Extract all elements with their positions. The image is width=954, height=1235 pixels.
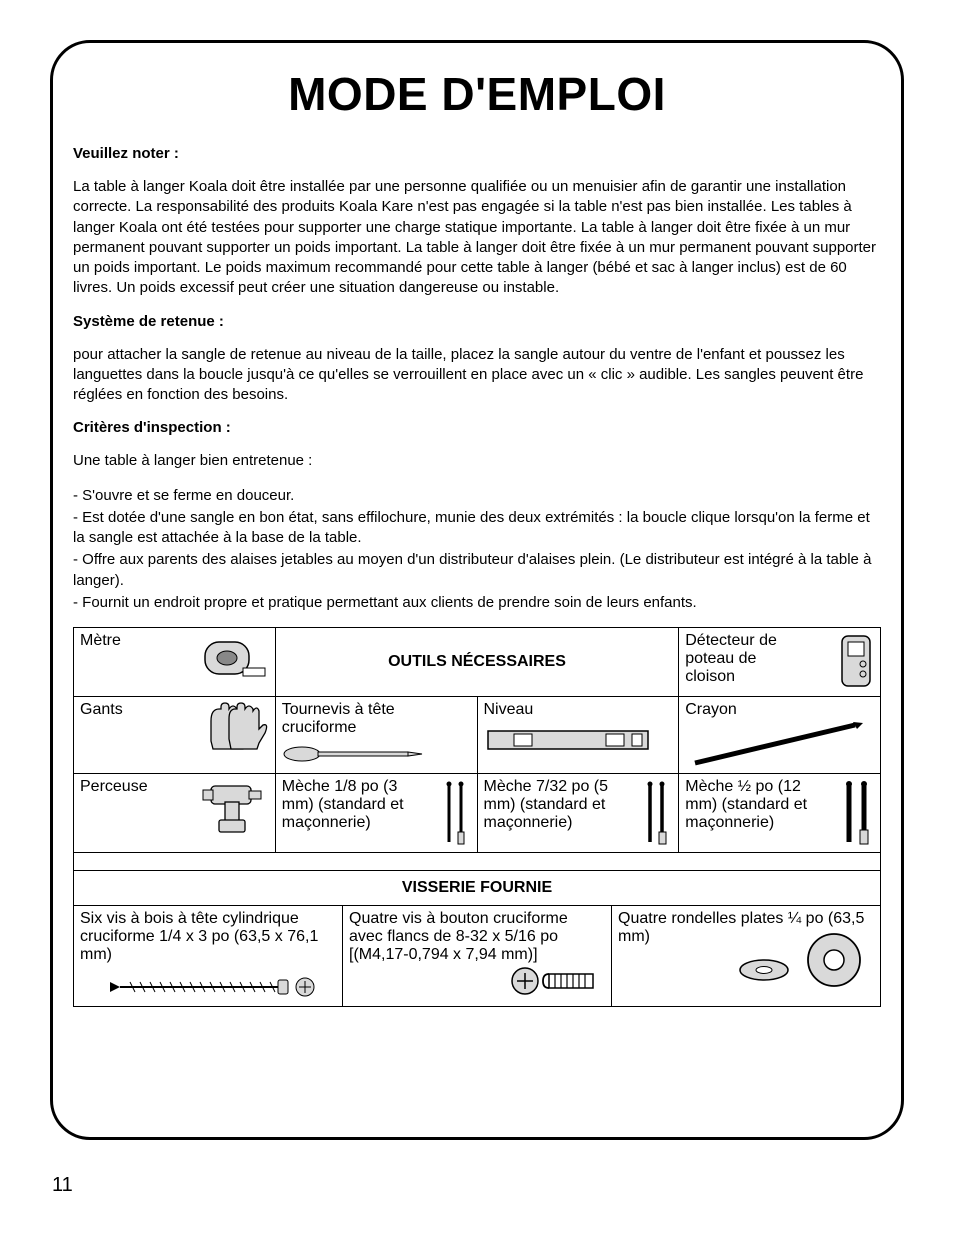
drill-icon (199, 778, 269, 838)
cell-tape: Mètre (74, 628, 276, 697)
page-title: MODE D'EMPLOI (73, 67, 881, 121)
label-gloves: Gants (80, 701, 123, 719)
cell-bit1: Mèche 1/8 po (3 mm) (standard et maçonne… (275, 774, 477, 853)
label-drill: Perceuse (80, 778, 148, 796)
wood-screw-icon (80, 972, 320, 1002)
stud-finder-icon (838, 632, 874, 692)
cell-bit3: Mèche ½ po (12 mm) (standard et maçonner… (679, 774, 881, 853)
label-bit1: Mèche 1/8 po (3 mm) (standard et maçonne… (282, 778, 412, 832)
bullet-3: - Offre aux parents des alaises jetables… (73, 550, 881, 591)
cell-screwdriver: Tournevis à tête cruciforme (275, 697, 477, 774)
table-row: Six vis à bois à tête cylindrique crucif… (74, 906, 881, 1007)
tape-measure-icon (199, 632, 269, 687)
label-screwdriver: Tournevis à tête cruciforme (282, 701, 395, 736)
cell-gloves: Gants (74, 697, 276, 774)
note2-text: pour attacher la sangle de retenue au ni… (73, 345, 881, 406)
screwdriver-icon (282, 743, 432, 765)
cell-hw2: Quatre vis à bouton cruciforme avec flan… (343, 906, 612, 1007)
note1-label: Veuillez noter : (73, 145, 881, 162)
bullet-1: - S'ouvre et se ferme en douceur. (73, 486, 881, 506)
note3-text: Une table à langer bien entretenue : (73, 451, 881, 471)
hardware-header: VISSERIE FOURNIE (74, 871, 881, 906)
note2-label: Système de retenue : (73, 313, 881, 330)
cell-level: Niveau (477, 697, 679, 774)
gloves-icon (203, 701, 269, 756)
note3-label: Critères d'inspection : (73, 419, 881, 436)
hardware-table: Six vis à bois à tête cylindrique crucif… (73, 906, 881, 1007)
tools-table: Mètre OUTILS NÉCESSAIRES Détecteur de po… (73, 627, 881, 906)
cell-hw3: Quatre rondelles plates ¼ po (63,5 mm) (612, 906, 881, 1007)
pencil-icon (685, 719, 865, 769)
label-level: Niveau (484, 701, 534, 718)
label-tape: Mètre (80, 632, 121, 650)
bullet-2: - Est dotée d'une sangle en bon état, sa… (73, 508, 881, 549)
note1-text: La table à langer Koala doit être instal… (73, 177, 881, 299)
tools-header: OUTILS NÉCESSAIRES (275, 628, 679, 697)
label-hw1: Six vis à bois à tête cylindrique crucif… (80, 910, 318, 963)
label-pencil: Crayon (685, 701, 737, 718)
label-bit2: Mèche 7/32 po (5 mm) (standard et maçonn… (484, 778, 614, 832)
table-row: Mètre OUTILS NÉCESSAIRES Détecteur de po… (74, 628, 881, 697)
bullet-4: - Fournit un endroit propre et pratique … (73, 593, 881, 613)
cell-stud: Détecteur de poteau de cloison (679, 628, 881, 697)
label-bit3: Mèche ½ po (12 mm) (standard et maçonner… (685, 778, 815, 832)
level-icon (484, 723, 654, 755)
cell-bit2: Mèche 7/32 po (5 mm) (standard et maçonn… (477, 774, 679, 853)
label-hw2: Quatre vis à bouton cruciforme avec flan… (349, 910, 568, 963)
content-frame: MODE D'EMPLOI Veuillez noter : La table … (50, 40, 904, 1140)
cell-drill: Perceuse (74, 774, 276, 853)
spacer-row (74, 853, 881, 871)
drill-bit-icon (840, 778, 874, 848)
page: MODE D'EMPLOI Veuillez noter : La table … (0, 0, 954, 1235)
cell-hw1: Six vis à bois à tête cylindrique crucif… (74, 906, 343, 1007)
table-row: Perceuse Mèche 1/8 po (3 mm) (standard e… (74, 774, 881, 853)
drill-bit-icon (441, 778, 471, 848)
table-row: Gants Tournevis à tête cruciforme (74, 697, 881, 774)
button-screw-icon (425, 964, 605, 998)
page-number: 11 (52, 1174, 73, 1197)
drill-bit-icon (642, 778, 672, 848)
label-stud: Détecteur de poteau de cloison (685, 632, 795, 686)
cell-pencil: Crayon (679, 697, 881, 774)
table-row: VISSERIE FOURNIE (74, 871, 881, 906)
washers-icon (704, 928, 874, 988)
